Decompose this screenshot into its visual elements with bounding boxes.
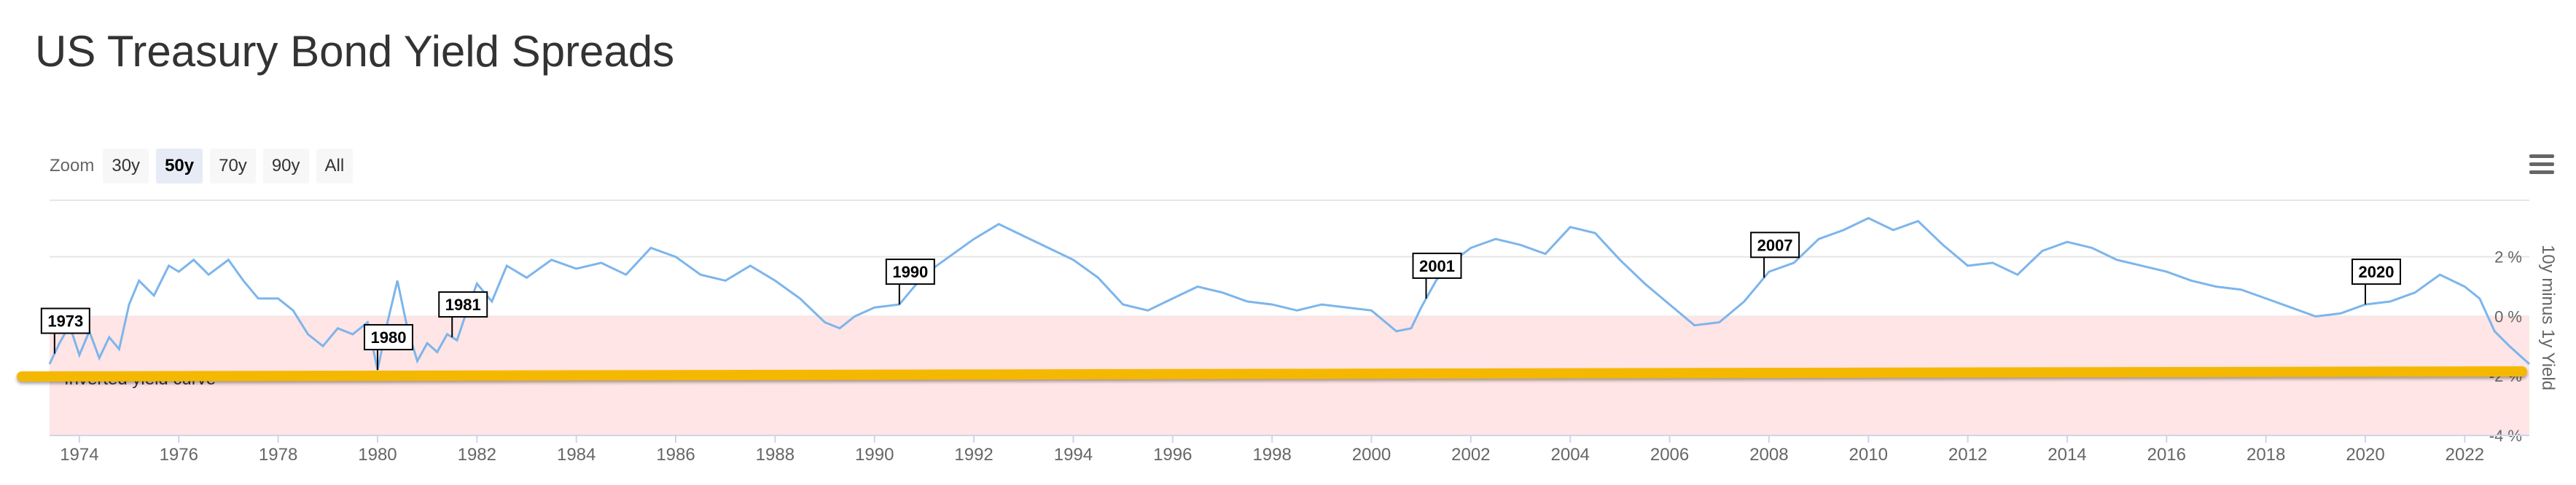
zoom-70y-button[interactable]: 70y: [210, 149, 256, 184]
zoom-label: Zoom: [50, 156, 95, 176]
x-tick-label: 1986: [656, 445, 695, 465]
x-tick-label: 2000: [1352, 445, 1391, 465]
flag-box: [438, 291, 488, 318]
zoom-30y-button[interactable]: 30y: [103, 149, 149, 184]
x-tick-label: 1980: [358, 445, 397, 465]
hamburger-menu-icon[interactable]: [2529, 154, 2554, 176]
x-tick-label: 1992: [954, 445, 993, 465]
page-title: US Treasury Bond Yield Spreads: [35, 27, 675, 76]
flag-box: [1750, 232, 1800, 259]
highlight-line: [17, 366, 2527, 382]
zoom-50y-button[interactable]: 50y: [156, 149, 203, 184]
x-tick-label: 2018: [2247, 445, 2285, 465]
x-tick-label: 2010: [1849, 445, 1888, 465]
zoom-control: Zoom 30y 50y 70y 90y All: [50, 148, 354, 184]
flag-2007: 2007: [1750, 232, 1800, 278]
y-tick-label: 2 %: [2494, 248, 2522, 267]
x-tick-label: 1976: [160, 445, 198, 465]
flag-label: 1973: [47, 312, 83, 331]
y-tick-label: 0 %: [2494, 307, 2522, 326]
x-tick-label: 2002: [1451, 445, 1490, 465]
flag-label: 2001: [1419, 257, 1455, 275]
flag-box: [885, 259, 935, 285]
flags-group: 1973 1980 1981 1990 2001 2007 2020: [40, 232, 2402, 371]
x-axis: 1974 1976 1978 1980 1982 1984 1986 1988 1990 1992…: [50, 435, 2529, 465]
x-tick-label: 2006: [1650, 445, 1689, 465]
flag-label: 1990: [892, 263, 928, 281]
x-tick-label: 1996: [1153, 445, 1192, 465]
x-tick-label: 1982: [458, 445, 496, 465]
x-tick-label: 2020: [2346, 445, 2384, 465]
flag-1980: 1980: [363, 324, 413, 371]
zoom-90y-button[interactable]: 90y: [262, 149, 309, 184]
x-tick-label: 1988: [756, 445, 795, 465]
flag-box: [2351, 259, 2402, 285]
x-tick-label: 1984: [557, 445, 596, 465]
flag-1990: 1990: [885, 259, 935, 305]
series-line: [48, 216, 2531, 371]
flag-1973: 1973: [40, 307, 90, 354]
x-tick-label: 1994: [1054, 445, 1093, 465]
flag-label: 1980: [370, 328, 406, 347]
x-tick-label: 2022: [2446, 445, 2484, 465]
flag-box: [363, 324, 413, 351]
x-tick-label: 2014: [2048, 445, 2086, 465]
y-axis-label: 10y minus 1y Yield: [2538, 245, 2558, 390]
x-tick-label: 1978: [259, 445, 297, 465]
x-tick-label: 2004: [1551, 445, 1590, 465]
flag-label: 1981: [445, 296, 481, 314]
x-tick-label: 1998: [1252, 445, 1291, 465]
flag-box: [40, 307, 90, 334]
flag-label: 2007: [1757, 236, 1793, 254]
flag-1981: 1981: [438, 291, 488, 338]
x-tick-label: 2016: [2147, 445, 2186, 465]
flag-2020: 2020: [2351, 259, 2402, 305]
x-tick-label: 2008: [1749, 445, 1788, 465]
flag-label: 2020: [2359, 263, 2394, 281]
x-tick-label: 1990: [855, 445, 894, 465]
x-tick-label: 2012: [1948, 445, 1987, 465]
x-tick-label: 1974: [60, 445, 98, 465]
flag-2001: 2001: [1412, 252, 1462, 299]
zoom-all-button[interactable]: All: [316, 149, 354, 184]
flag-box: [1412, 252, 1462, 279]
